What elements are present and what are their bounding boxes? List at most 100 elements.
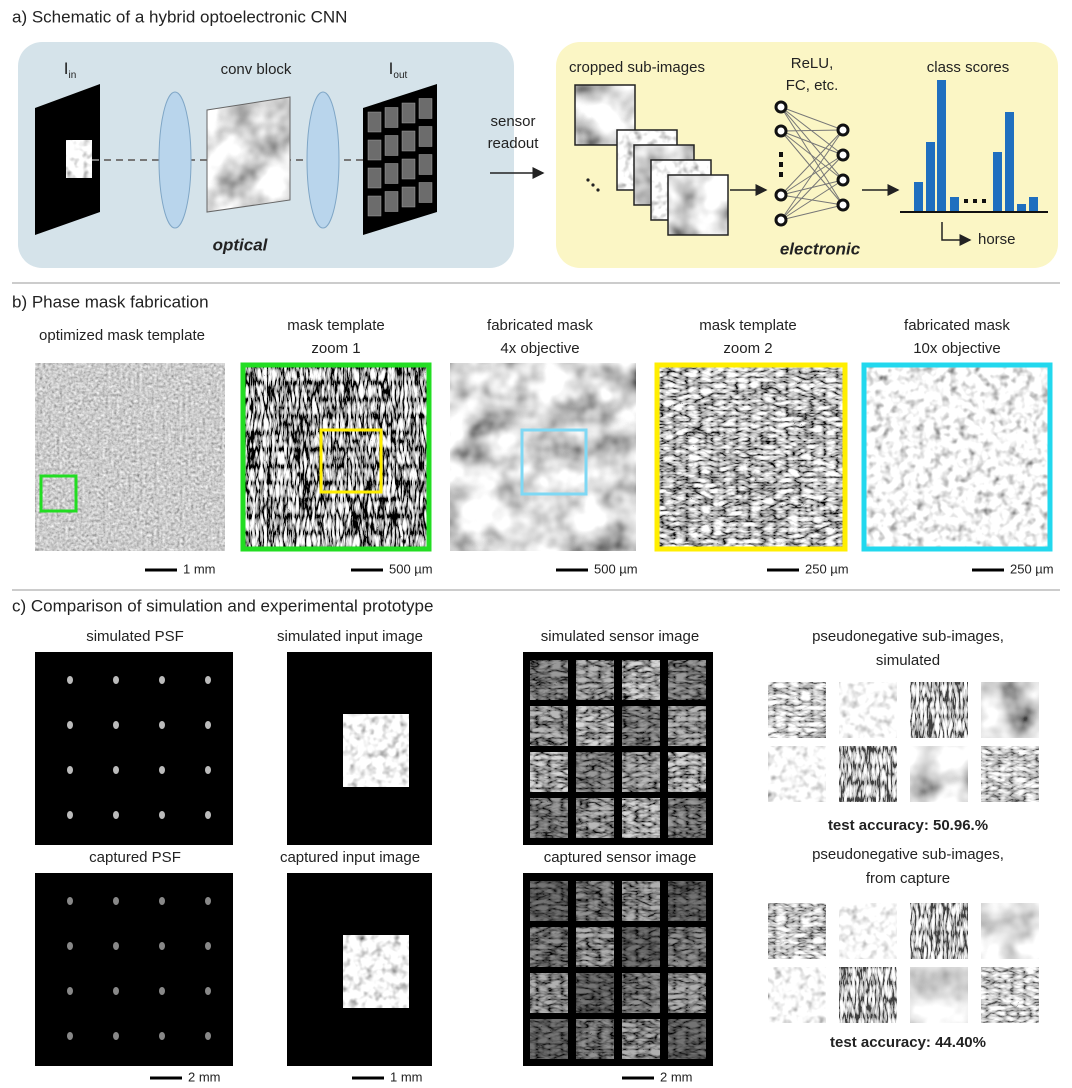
sensor-tile — [622, 706, 660, 746]
sub-image — [910, 682, 968, 738]
subscript: out — [393, 70, 407, 81]
psf-spot — [67, 721, 73, 729]
output-tile — [367, 111, 382, 133]
psf-spot — [205, 897, 211, 905]
psf-spot — [205, 942, 211, 950]
scale-label: 1 mm — [390, 1069, 423, 1084]
network-edge — [780, 130, 844, 156]
class-arrow — [941, 222, 972, 246]
sub-image — [910, 746, 968, 802]
cropped-label: cropped sub-images — [569, 59, 705, 76]
image-label: simulated input image — [277, 628, 423, 645]
optical-label: optical — [213, 235, 269, 254]
score-bar — [950, 197, 959, 212]
sensor-tile — [622, 927, 660, 967]
network-edge — [780, 154, 844, 221]
sensor-tile — [576, 927, 614, 967]
psf-spot — [113, 987, 119, 995]
sub-image — [668, 175, 728, 235]
image-label: simulated sensor image — [541, 628, 699, 645]
psf-spot — [159, 721, 165, 729]
sub-image-border — [667, 174, 729, 236]
output-tile — [401, 130, 416, 152]
panel-c-title: c) Comparison of simulation and experime… — [12, 596, 433, 615]
sensor-tile — [530, 881, 568, 921]
network-edge — [780, 129, 844, 221]
image-border — [654, 362, 848, 552]
psf-spot — [113, 766, 119, 774]
mask-outline — [206, 96, 291, 213]
panel-label: mask template — [287, 317, 385, 334]
network-edge — [780, 179, 844, 221]
network-edge — [780, 204, 844, 221]
sensor-tile — [576, 798, 614, 838]
sensor-tile — [668, 798, 706, 838]
psf-spot — [113, 897, 119, 905]
sub-image — [839, 682, 897, 738]
score-bar — [937, 80, 946, 212]
sensor-tile — [622, 752, 660, 792]
psf-spot — [67, 942, 73, 950]
ellipsis-dot — [596, 188, 600, 192]
neuron — [836, 123, 850, 137]
class-scores-label: class scores — [927, 59, 1010, 76]
accuracy-label: test accuracy: 44.40% — [830, 1034, 986, 1051]
sensor-readout-label: readout — [488, 135, 540, 152]
scale-label: 1 mm — [183, 561, 216, 576]
psf-spot — [113, 1032, 119, 1040]
psf-spot — [67, 676, 73, 684]
image-label: captured sensor image — [544, 849, 697, 866]
ellipsis-dot — [964, 199, 968, 203]
sensor-tile — [530, 798, 568, 838]
psf-spot — [205, 811, 211, 819]
symbol: I — [64, 59, 69, 78]
sensor-tile — [530, 973, 568, 1013]
sensor-tile — [576, 881, 614, 921]
panel-label: 10x objective — [913, 340, 1001, 357]
panel-label: optimized mask template — [39, 327, 205, 344]
sub-image — [981, 746, 1039, 802]
mask-texture — [207, 97, 290, 212]
panel-a-title: a) Schematic of a hybrid optoelectronic … — [12, 7, 347, 26]
sensor-tile — [530, 752, 568, 792]
score-bar — [993, 152, 1002, 212]
panel-label: mask template — [699, 317, 797, 334]
image-label: pseudonegative sub-images, — [812, 628, 1004, 645]
horse-label: horse — [978, 231, 1016, 248]
sub-image — [981, 903, 1039, 959]
layers-label: ReLU, — [791, 55, 834, 72]
sub-image — [910, 903, 968, 959]
sub-image — [839, 746, 897, 802]
output-tile — [384, 191, 399, 212]
scale-label: 250 µm — [805, 561, 849, 576]
sensor-tile — [530, 1019, 568, 1059]
sensor-tile — [668, 881, 706, 921]
score-bar — [1029, 197, 1038, 212]
psf-spot — [159, 811, 165, 819]
neuron — [774, 188, 788, 202]
output-tile — [401, 158, 416, 180]
sub-image — [910, 967, 968, 1023]
psf-spot — [159, 942, 165, 950]
image-label: simulated PSF — [86, 628, 184, 645]
subscript: in — [68, 70, 76, 81]
lens — [158, 91, 192, 229]
score-bar — [1005, 112, 1014, 212]
ellipsis-dot — [591, 183, 595, 187]
psf-spot — [205, 1032, 211, 1040]
input-object — [343, 714, 409, 787]
psf-spot — [67, 1032, 73, 1040]
sensor-tile — [576, 706, 614, 746]
sub-image — [768, 682, 826, 738]
sub-image — [839, 903, 897, 959]
psf-spot — [159, 1032, 165, 1040]
image-label: simulated — [876, 652, 940, 669]
image-label: pseudonegative sub-images, — [812, 846, 1004, 863]
mask-image — [862, 363, 1052, 551]
network-edge — [780, 130, 844, 181]
scale-label: 500 µm — [594, 561, 638, 576]
output-tile — [384, 135, 399, 156]
sub-image — [768, 967, 826, 1023]
lens — [306, 91, 340, 229]
